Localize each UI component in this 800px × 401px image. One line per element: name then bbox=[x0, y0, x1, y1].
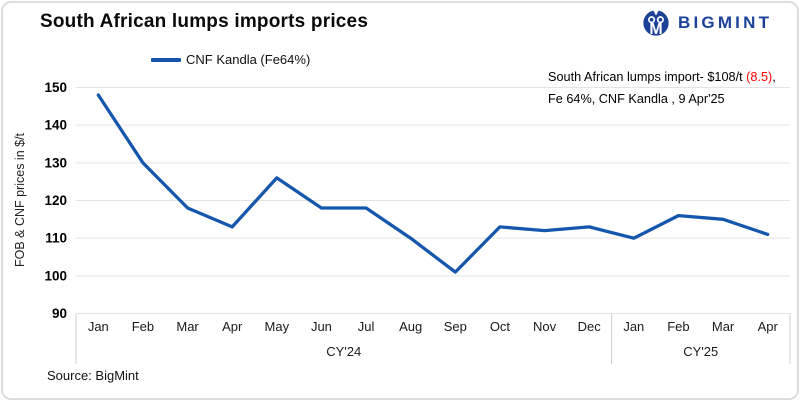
x-tick-label: Apr bbox=[222, 319, 243, 334]
y-tick-label: 100 bbox=[44, 268, 67, 283]
x-tick-label: Jul bbox=[358, 319, 375, 334]
x-tick-label: Dec bbox=[578, 319, 602, 334]
annotation-line-2: Fe 64%, CNF Kandla , 9 Apr'25 bbox=[548, 92, 725, 106]
y-tick-label: 90 bbox=[52, 306, 67, 321]
category-group-label: CY'24 bbox=[326, 344, 361, 359]
annotation-line-1: South African lumps import- $108/t (8.5)… bbox=[548, 70, 776, 84]
y-tick-label: 140 bbox=[44, 118, 67, 133]
x-tick-label: May bbox=[265, 319, 290, 334]
chart-legend: CNF Kandla (Fe64%) bbox=[151, 52, 310, 67]
x-tick-label: Mar bbox=[176, 319, 199, 334]
x-tick-label: Apr bbox=[758, 319, 779, 334]
source-note: Source: BigMint bbox=[47, 368, 139, 383]
brand-logo: M BIGMINT bbox=[641, 8, 772, 38]
y-tick-label: 150 bbox=[44, 80, 67, 95]
x-tick-label: Jan bbox=[88, 319, 109, 334]
x-tick-label: Aug bbox=[399, 319, 422, 334]
category-group-label: CY'25 bbox=[683, 344, 718, 359]
y-tick-label: 110 bbox=[45, 231, 67, 246]
x-tick-label: Feb bbox=[667, 319, 689, 334]
data-line bbox=[96, 93, 770, 274]
x-tick-label: Sep bbox=[444, 319, 467, 334]
x-tick-label: Nov bbox=[533, 319, 557, 334]
annotation-change-value: (8.5) bbox=[746, 70, 773, 84]
y-tick-label: 130 bbox=[44, 155, 67, 170]
x-tick-label: Jun bbox=[311, 319, 332, 334]
price-annotation: South African lumps import- $108/t (8.5)… bbox=[548, 66, 776, 110]
y-tick-label: 120 bbox=[44, 193, 67, 208]
x-tick-label: Oct bbox=[490, 319, 511, 334]
legend-line-swatch bbox=[151, 57, 181, 62]
page-title: South African lumps imports prices bbox=[40, 11, 369, 32]
bigmint-logo-icon: M bbox=[643, 9, 669, 38]
x-tick-label: Mar bbox=[712, 319, 735, 334]
svg-text:M: M bbox=[649, 21, 662, 38]
legend-label: CNF Kandla (Fe64%) bbox=[186, 52, 311, 67]
x-tick-label: Jan bbox=[623, 319, 644, 334]
brand-name: BIGMINT bbox=[678, 13, 773, 32]
y-axis-title: FOB & CNF prices in $/t bbox=[13, 132, 27, 267]
x-tick-label: Feb bbox=[132, 319, 154, 334]
